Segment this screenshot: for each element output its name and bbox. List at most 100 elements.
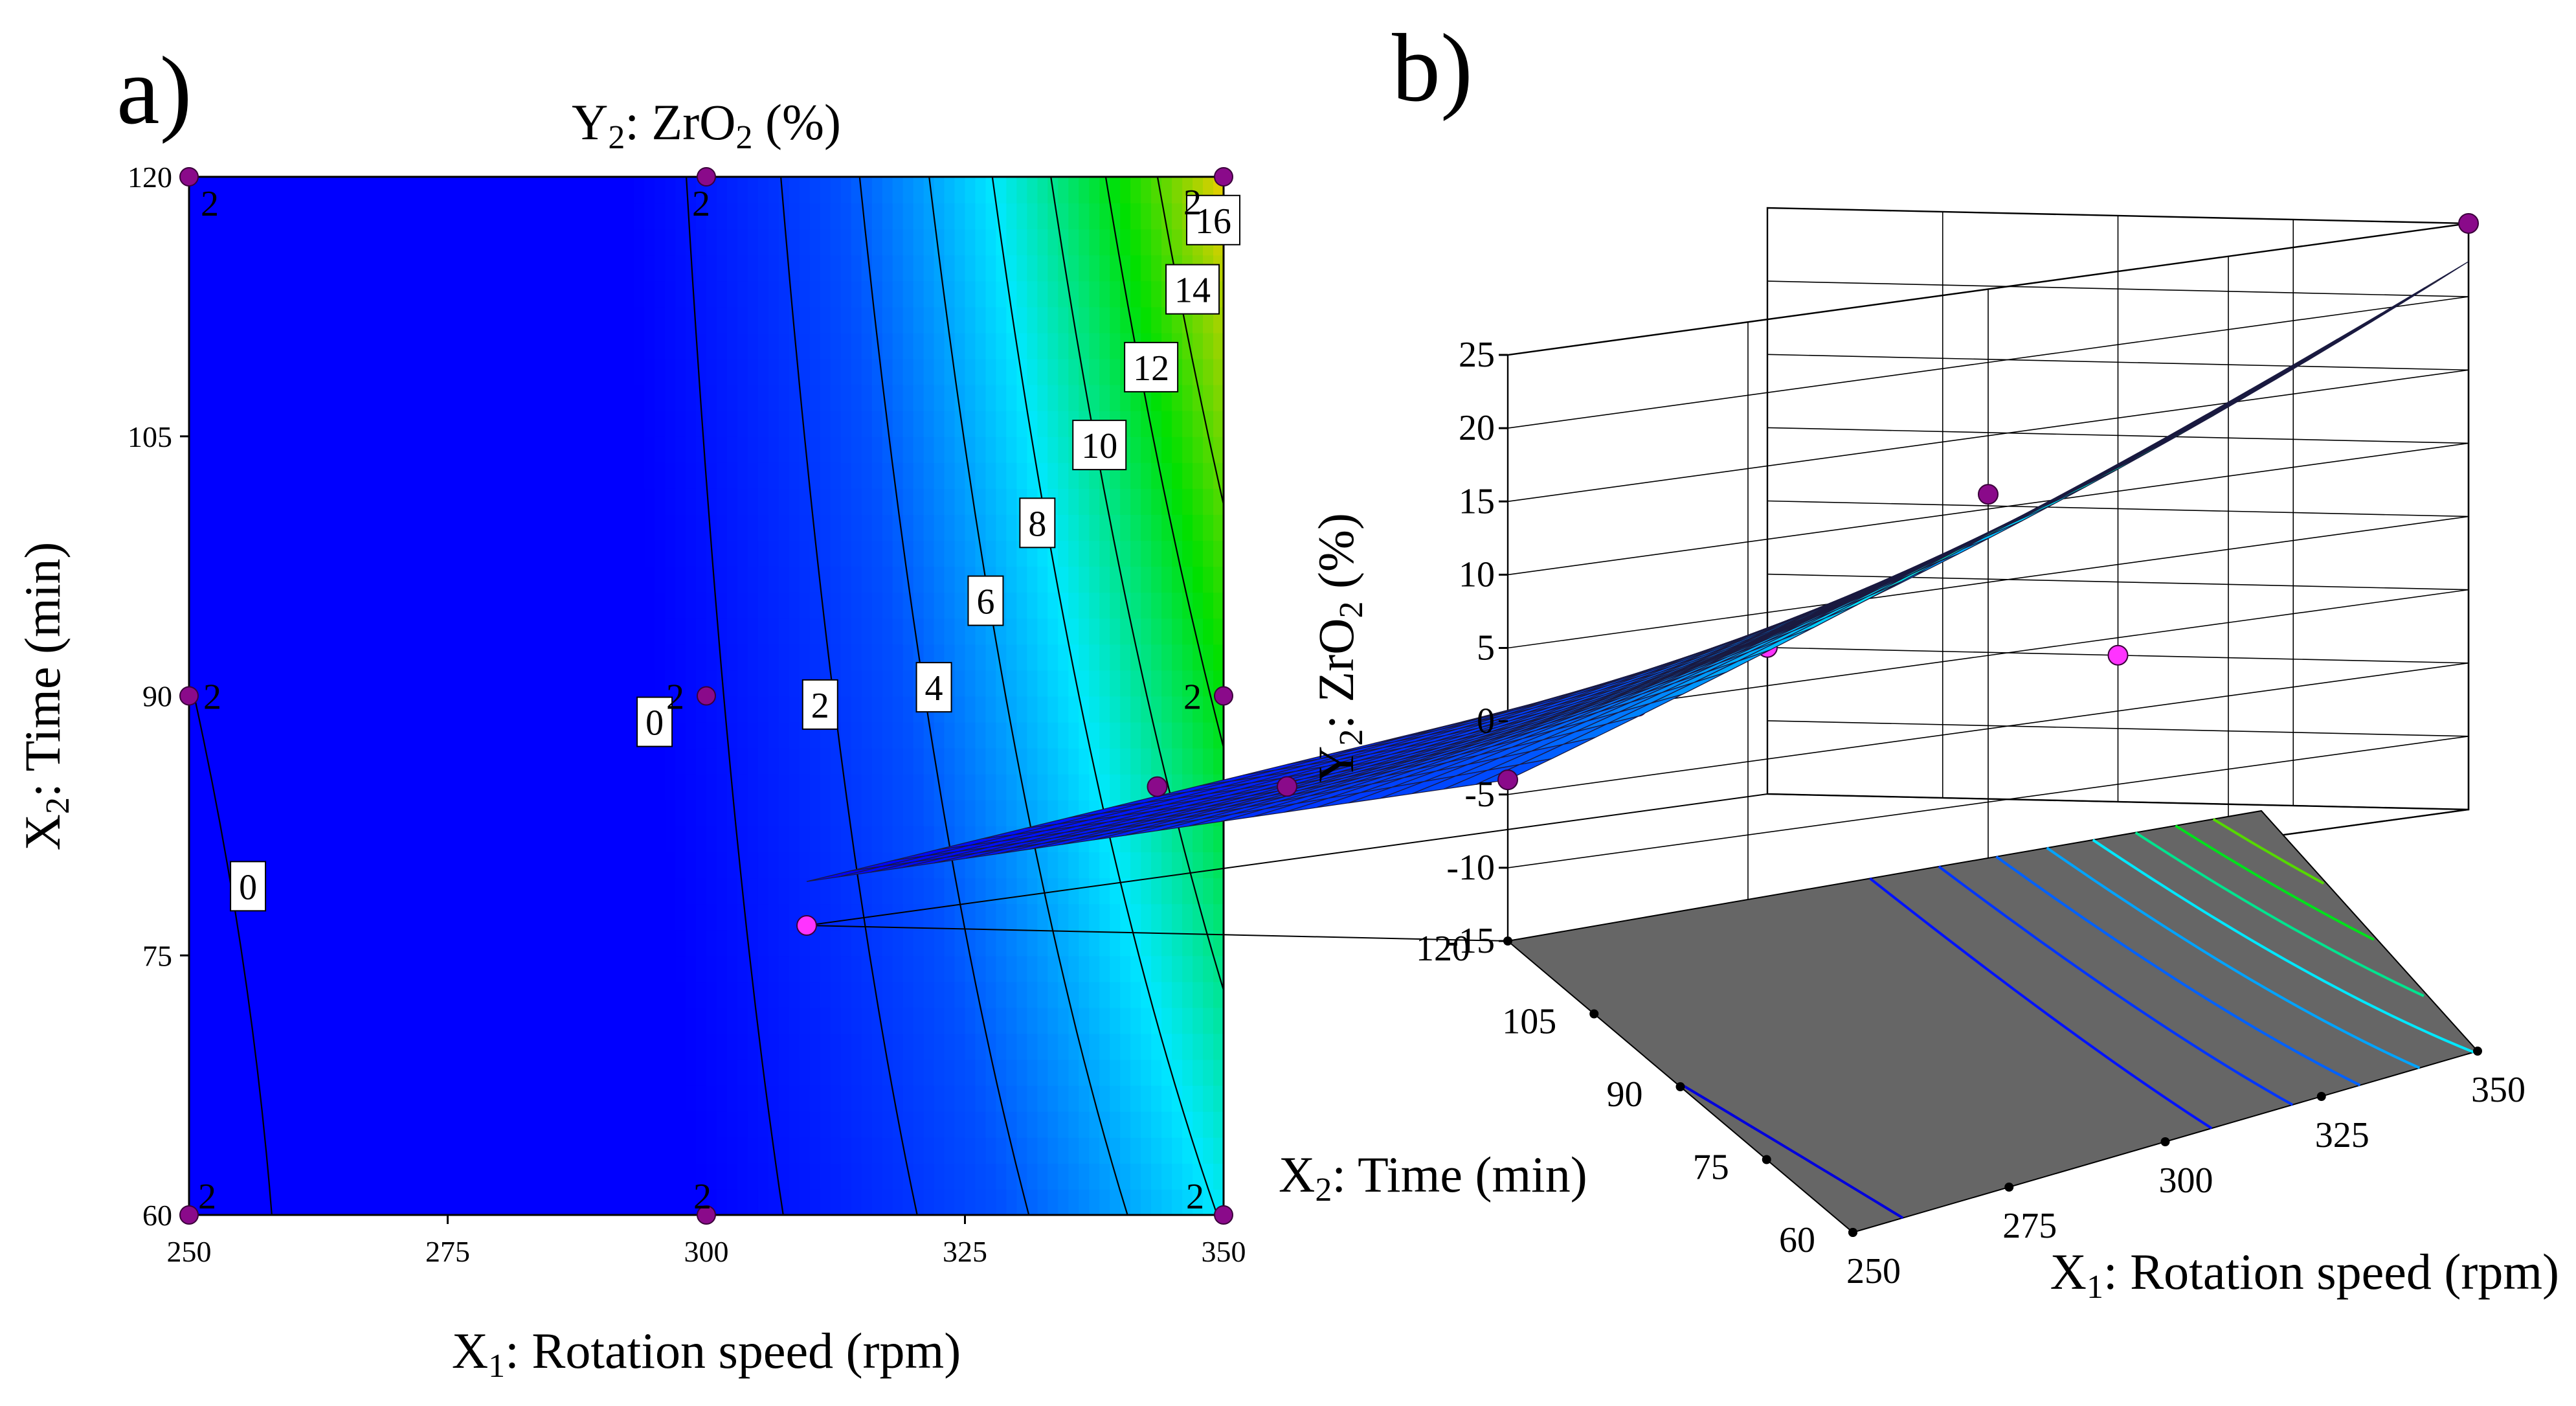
heat-cell [261,203,273,230]
heat-cell [985,1188,997,1215]
heat-cell [561,1162,573,1190]
heat-cell [1151,747,1163,775]
heat-cell [344,981,355,1008]
heat-cell [965,1033,976,1060]
heat-cell [199,1007,210,1034]
heat-cell [706,1137,717,1164]
heat-cell [696,1059,707,1086]
heat-cell [1193,825,1204,852]
heat-cell [686,462,697,489]
heat-cell [737,721,748,749]
heat-cell [210,1111,221,1138]
heat-cell [757,1007,769,1034]
heat-cell [623,644,635,671]
heat-cell [230,825,241,852]
heat-cell [840,410,852,437]
heat-cell [655,878,666,905]
heat-cell [913,1033,924,1060]
heat-cell [302,1007,314,1034]
heat-cell [902,332,914,359]
heat-cell [364,929,376,957]
heat-cell [416,1137,428,1164]
heat-cell [717,1111,728,1138]
heat-cell [1016,1111,1028,1138]
heat-cell [592,670,604,697]
heat-cell [230,332,241,359]
heat-cell [686,929,697,957]
heat-cell [902,1059,914,1086]
heat-cell [572,955,583,982]
heat-cell [1058,773,1070,800]
heat-cell [809,410,821,437]
heat-cell [768,177,779,204]
floor-contour-line [2175,824,2375,941]
heat-cell [789,747,800,775]
heat-cell [344,255,355,282]
heat-cell [354,618,366,645]
heat-cell [396,825,407,852]
heat-cell [882,1188,893,1215]
heat-cell [675,592,687,619]
heat-cell [271,540,283,567]
heat-cell [447,1085,459,1112]
heat-cell [251,955,262,982]
heat-cell [675,1059,687,1086]
heat-cell [757,410,769,437]
heat-cell [1141,229,1152,256]
heat-cell [902,1188,914,1215]
heat-cell [1058,929,1070,957]
heat-cell [737,410,748,437]
heat-cell [1141,1111,1152,1138]
heat-cell [665,203,677,230]
heat-cell [1006,1085,1018,1112]
heat-cell [934,566,945,593]
z-tick-label: -15 [1446,921,1495,961]
heat-cell [416,1085,428,1112]
heat-cell [1213,1085,1224,1112]
heat-cell [913,514,924,541]
heat-cell [447,229,459,256]
heat-cell [385,1111,397,1138]
heat-cell [1193,878,1204,905]
heat-cell [551,177,563,204]
heat-cell [1006,332,1018,359]
heat-cell [696,566,707,593]
heat-cell [271,1137,283,1164]
heat-cell [478,799,490,826]
heat-cell [686,332,697,359]
heat-cell [686,1162,697,1190]
heat-cell [727,1111,738,1138]
heat-cell [1027,644,1038,671]
heat-cell [778,358,790,385]
heat-cell [333,1033,345,1060]
heat-cell [510,981,521,1008]
heat-cell [458,203,469,230]
heat-cell [623,358,635,385]
heat-cell [1089,1033,1101,1060]
heat-cell [230,384,241,411]
heat-cell [1027,203,1038,230]
heat-cell [1130,903,1142,931]
heat-cell [902,670,914,697]
heat-cell [437,177,449,204]
heat-cell [603,878,614,905]
heat-cell [778,1137,790,1164]
heat-cell [1130,1085,1142,1112]
heat-cell [199,799,210,826]
heat-cell [1016,1059,1028,1086]
heat-cell [623,332,635,359]
heat-cell [934,1007,945,1034]
heat-cell [427,306,438,334]
heat-cell [830,436,842,463]
heat-cell [344,929,355,957]
heat-cell [655,540,666,567]
heat-cell [219,644,231,671]
heat-cell [313,721,324,749]
heat-cell [530,462,542,489]
heat-cell [675,825,687,852]
heat-cell [778,514,790,541]
heat-cell [1047,592,1059,619]
heat-cell [913,436,924,463]
heat-cell [219,747,231,775]
heat-cell [530,852,542,879]
